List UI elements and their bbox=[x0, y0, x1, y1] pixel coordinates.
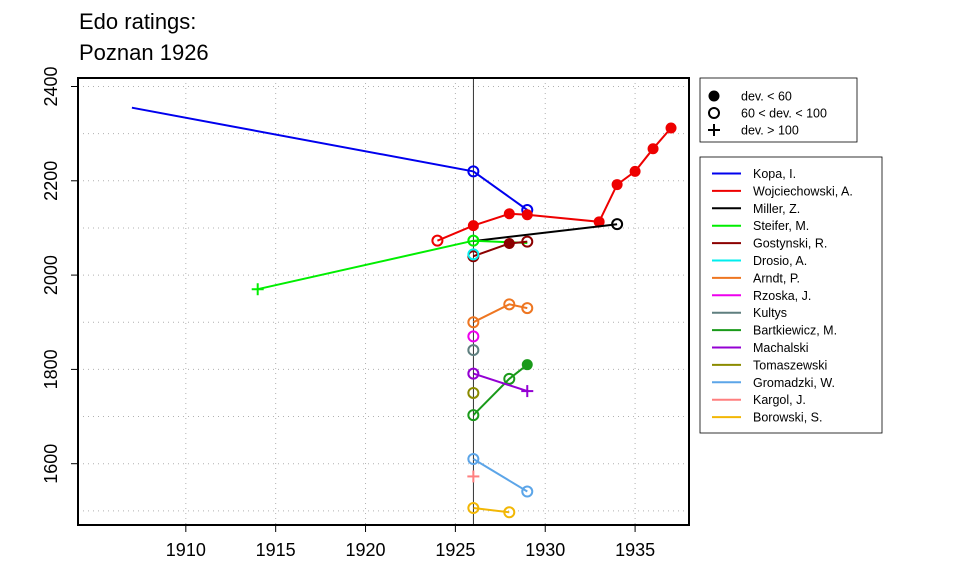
point-filled bbox=[611, 179, 623, 191]
series-legend-label: Rzoska, J. bbox=[753, 289, 811, 303]
y-tick-label: 2400 bbox=[41, 66, 61, 106]
point-open bbox=[467, 234, 480, 247]
y-tick-label: 2000 bbox=[41, 255, 61, 295]
point-open bbox=[467, 316, 480, 329]
series-legend-label: Arndt, P. bbox=[753, 271, 800, 285]
point-filled bbox=[521, 359, 533, 371]
marker-legend-label: 60 < dev. < 100 bbox=[741, 107, 827, 121]
series-legend-label: Bartkiewicz, M. bbox=[753, 324, 837, 338]
point-plus bbox=[708, 124, 720, 136]
point-plus bbox=[521, 385, 534, 398]
series-legend-label: Kopa, I. bbox=[753, 167, 796, 181]
point-filled bbox=[503, 208, 515, 220]
point-plus bbox=[251, 283, 264, 296]
x-tick-label: 1935 bbox=[615, 540, 655, 560]
point-open bbox=[431, 234, 444, 247]
series-line bbox=[473, 507, 510, 514]
series-line bbox=[257, 239, 528, 291]
point-open bbox=[521, 302, 534, 315]
series-legend-label: Drosio, A. bbox=[753, 254, 807, 268]
point-open bbox=[467, 386, 480, 399]
point-open bbox=[467, 502, 480, 515]
series-line bbox=[472, 458, 528, 493]
marker-legend-box bbox=[699, 77, 858, 143]
series-7 bbox=[467, 330, 480, 343]
marker-legend-label: dev. < 60 bbox=[741, 90, 792, 104]
point-filled bbox=[708, 90, 720, 102]
point-filled bbox=[521, 209, 533, 221]
series-legend-label: Borowski, S. bbox=[753, 411, 822, 425]
y-tick-label: 2200 bbox=[41, 161, 61, 201]
series-line bbox=[473, 240, 528, 258]
point-open bbox=[467, 367, 480, 380]
point-open bbox=[521, 235, 534, 248]
series-legend-label: Kargol, J. bbox=[753, 393, 806, 407]
series-10 bbox=[467, 367, 534, 398]
series-legend-label: Steifer, M. bbox=[753, 219, 809, 233]
point-open bbox=[521, 485, 534, 498]
point-open bbox=[467, 344, 480, 357]
plot-frame bbox=[77, 77, 690, 526]
x-tick-label: 1920 bbox=[346, 540, 386, 560]
point-open bbox=[708, 107, 720, 119]
series-legend-label: Machalski bbox=[753, 341, 809, 355]
point-plus bbox=[467, 470, 480, 483]
axes: 1910 1915 1920 1925 1930 1935 1600 1800 2000 2200… bbox=[41, 66, 690, 560]
point-filled bbox=[647, 143, 659, 155]
y-tick-label: 1600 bbox=[41, 444, 61, 484]
series-4 bbox=[467, 235, 534, 263]
point-filled bbox=[467, 220, 479, 232]
series-9 bbox=[467, 359, 533, 422]
x-tick-label: 1930 bbox=[525, 540, 565, 560]
grid bbox=[78, 78, 689, 525]
series-11 bbox=[467, 386, 480, 399]
title-line: Edo ratings: bbox=[79, 9, 196, 34]
series-13 bbox=[467, 470, 480, 483]
x-tick-label: 1925 bbox=[435, 540, 475, 560]
chart-title: Edo ratings: Poznan 1926 bbox=[79, 9, 209, 65]
series-0 bbox=[131, 106, 534, 217]
point-open bbox=[503, 298, 516, 311]
x-tick-label: 1915 bbox=[256, 540, 296, 560]
x-tick-label: 1910 bbox=[166, 540, 206, 560]
series-legend-label: Miller, Z. bbox=[753, 202, 800, 216]
marker-legend: dev. < 60 60 < dev. < 100 dev. > 100 bbox=[699, 77, 858, 143]
series-legend-label: Wojciechowski, A. bbox=[753, 184, 853, 198]
point-filled bbox=[665, 122, 677, 134]
series-legend-label: Gostynski, R. bbox=[753, 237, 827, 251]
point-filled bbox=[629, 165, 641, 177]
series-3 bbox=[251, 234, 528, 296]
point-open bbox=[467, 248, 480, 261]
point-open bbox=[503, 506, 516, 519]
series-6 bbox=[467, 298, 534, 329]
series-line bbox=[472, 303, 528, 324]
point-open bbox=[503, 372, 516, 385]
series-2 bbox=[473, 218, 624, 243]
series-lines bbox=[131, 106, 677, 519]
series-8 bbox=[467, 344, 480, 357]
point-open bbox=[467, 452, 480, 465]
series-5 bbox=[467, 248, 480, 261]
series-1 bbox=[431, 122, 677, 247]
series-legend-label: Kultys bbox=[753, 306, 787, 320]
series-legend-label: Tomaszewski bbox=[753, 358, 827, 372]
series-line bbox=[473, 223, 618, 243]
series-legend-label: Gromadzki, W. bbox=[753, 376, 835, 390]
point-open bbox=[611, 218, 624, 231]
title-line: Poznan 1926 bbox=[79, 40, 209, 65]
series-12 bbox=[467, 452, 534, 498]
series-line bbox=[131, 106, 528, 211]
point-open bbox=[467, 165, 480, 178]
series-legend: Kopa, I. Wojciechowski, A. Miller, Z. Steif… bbox=[699, 156, 883, 434]
y-tick-label: 1800 bbox=[41, 349, 61, 389]
point-open bbox=[467, 330, 480, 343]
point-open bbox=[467, 409, 480, 422]
point-filled bbox=[503, 238, 515, 250]
series-14 bbox=[467, 502, 516, 519]
series-line bbox=[472, 363, 528, 416]
series-line bbox=[473, 372, 528, 393]
marker-legend-label: dev. > 100 bbox=[741, 124, 799, 138]
